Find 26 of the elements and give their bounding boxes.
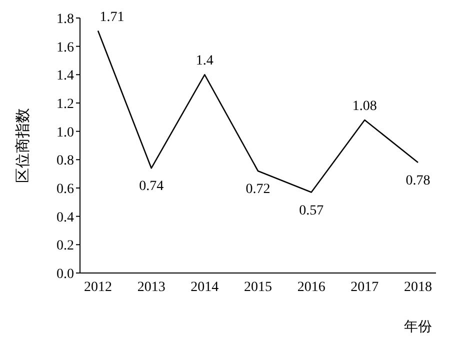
data-label: 0.72 [246, 182, 270, 197]
data-label: 1.71 [100, 10, 124, 25]
y-tick-label: 0.0 [56, 266, 74, 282]
x-tick-label: 2012 [84, 280, 112, 295]
data-label: 1.4 [196, 54, 214, 69]
y-tick-label: 1.0 [56, 125, 74, 140]
data-label: 0.57 [299, 203, 324, 218]
x-tick-label: 2018 [404, 280, 432, 295]
y-tick-label: 1.2 [56, 96, 74, 112]
x-tick-label: 2013 [137, 280, 166, 295]
x-tick-label: 2016 [297, 280, 326, 295]
x-tick-label: 2017 [350, 280, 379, 295]
y-tick-label: 1.6 [56, 40, 74, 56]
x-tick-label: 2014 [190, 280, 219, 295]
x-axis-title: 年份 [404, 319, 432, 335]
y-tick-label: 1.8 [56, 12, 74, 27]
y-tick-label: 1.4 [56, 68, 74, 84]
y-tick-label: 0.4 [56, 210, 74, 226]
data-label: 0.74 [139, 179, 164, 194]
data-label: 1.08 [352, 99, 377, 114]
y-tick-label: 0.6 [56, 182, 74, 197]
x-tick-label: 2015 [244, 280, 272, 295]
y-tick-label: 0.2 [56, 238, 74, 254]
y-axis-title: 区位商指数 [14, 108, 32, 183]
y-tick-label: 0.8 [56, 154, 74, 169]
data-label: 0.78 [406, 174, 430, 188]
